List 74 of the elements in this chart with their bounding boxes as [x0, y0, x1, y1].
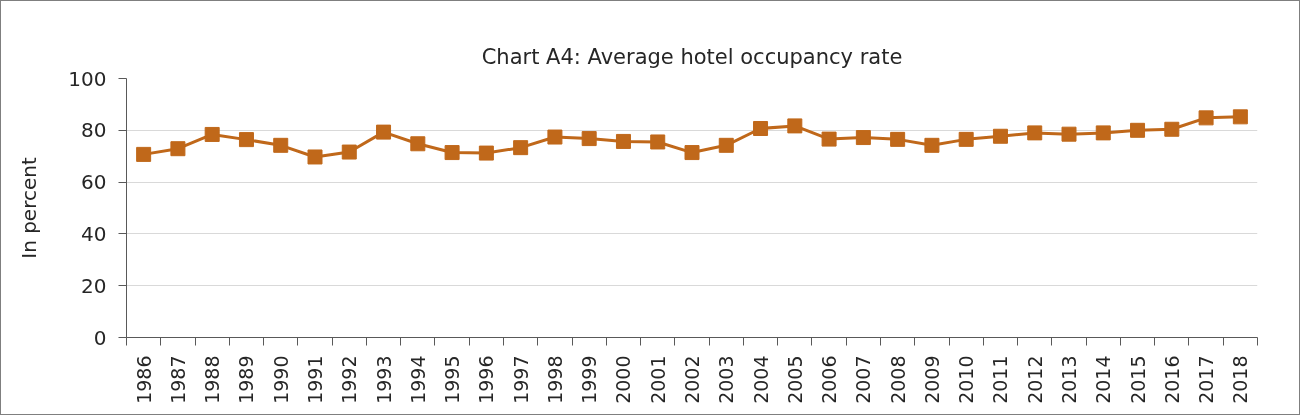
x-tick-label: 2012 — [1023, 355, 1046, 404]
point — [992, 128, 1008, 144]
point — [684, 145, 700, 161]
point — [478, 145, 494, 161]
point — [1164, 121, 1180, 137]
point — [615, 133, 631, 149]
point — [890, 131, 906, 147]
point — [718, 137, 734, 153]
point — [273, 137, 289, 153]
x-tick-label: 2009 — [920, 355, 943, 404]
x-tick-label: 2000 — [612, 355, 635, 404]
point — [136, 146, 152, 162]
point — [650, 134, 666, 150]
point — [924, 137, 940, 153]
x-tick-label: 2016 — [1160, 355, 1183, 404]
x-tick-label: 2017 — [1195, 355, 1218, 404]
x-tick-label: 1997 — [509, 355, 532, 404]
y-tick-label: 60 — [81, 170, 107, 195]
x-tick-label: 2002 — [681, 355, 703, 404]
x-tick-label: 2006 — [818, 355, 841, 404]
x-tick-label: 1989 — [235, 355, 258, 404]
y-tick-label: 80 — [81, 118, 107, 143]
point — [170, 141, 186, 157]
x-tick-label: 1996 — [475, 355, 498, 404]
point — [444, 145, 460, 161]
point — [1061, 126, 1077, 142]
x-tick-label: 2004 — [749, 355, 772, 404]
x-tick-label: 2011 — [989, 355, 1012, 404]
x-tick-label: 2008 — [886, 355, 909, 404]
point — [376, 124, 392, 140]
x-tick-label: 1992 — [338, 355, 361, 404]
point — [1130, 122, 1146, 138]
x-tick-label: 1995 — [441, 355, 464, 404]
x-tick-label: 1993 — [372, 355, 395, 404]
point — [753, 120, 769, 136]
point — [1095, 125, 1111, 141]
point — [513, 140, 529, 156]
point — [307, 149, 323, 165]
y-tick-label: 0 — [93, 325, 107, 350]
point — [855, 130, 871, 146]
x-tick-label: 1990 — [269, 355, 292, 404]
x-tick-label: 2013 — [1058, 355, 1080, 404]
y-tick-label: 20 — [81, 273, 107, 298]
point — [1198, 110, 1214, 126]
point — [238, 132, 254, 148]
point — [958, 131, 974, 147]
point — [821, 131, 837, 147]
point — [341, 144, 357, 160]
x-tick-label: 1986 — [132, 355, 155, 404]
point — [547, 129, 563, 145]
point — [410, 136, 426, 152]
y-tick-label: 100 — [68, 66, 107, 91]
point — [1027, 125, 1043, 141]
point — [581, 131, 597, 147]
x-tick-label: 2003 — [715, 355, 738, 404]
point — [1232, 109, 1248, 125]
y-axis-title: In percent — [17, 157, 42, 259]
x-tick-label: 2014 — [1092, 355, 1115, 404]
chart-title: Chart A4: Average hotel occupancy rate — [481, 44, 903, 69]
x-tick-label: 2018 — [1229, 355, 1252, 404]
x-tick-label: 1988 — [201, 355, 224, 404]
y-tick-label: 40 — [81, 221, 107, 246]
x-tick-label: 2005 — [783, 355, 806, 404]
x-tick-label: 2010 — [955, 355, 978, 404]
x-tick-label: 2007 — [852, 355, 875, 404]
x-tick-label: 1998 — [543, 355, 566, 404]
x-tick-label: 1994 — [406, 355, 429, 404]
point — [787, 118, 803, 134]
x-tick-label: 1991 — [304, 355, 326, 404]
x-tick-label: 1987 — [166, 355, 189, 404]
point — [204, 126, 220, 142]
x-tick-label: 2015 — [1126, 355, 1149, 404]
x-tick-label: 1999 — [578, 355, 601, 404]
x-tick-label: 2001 — [646, 355, 669, 404]
